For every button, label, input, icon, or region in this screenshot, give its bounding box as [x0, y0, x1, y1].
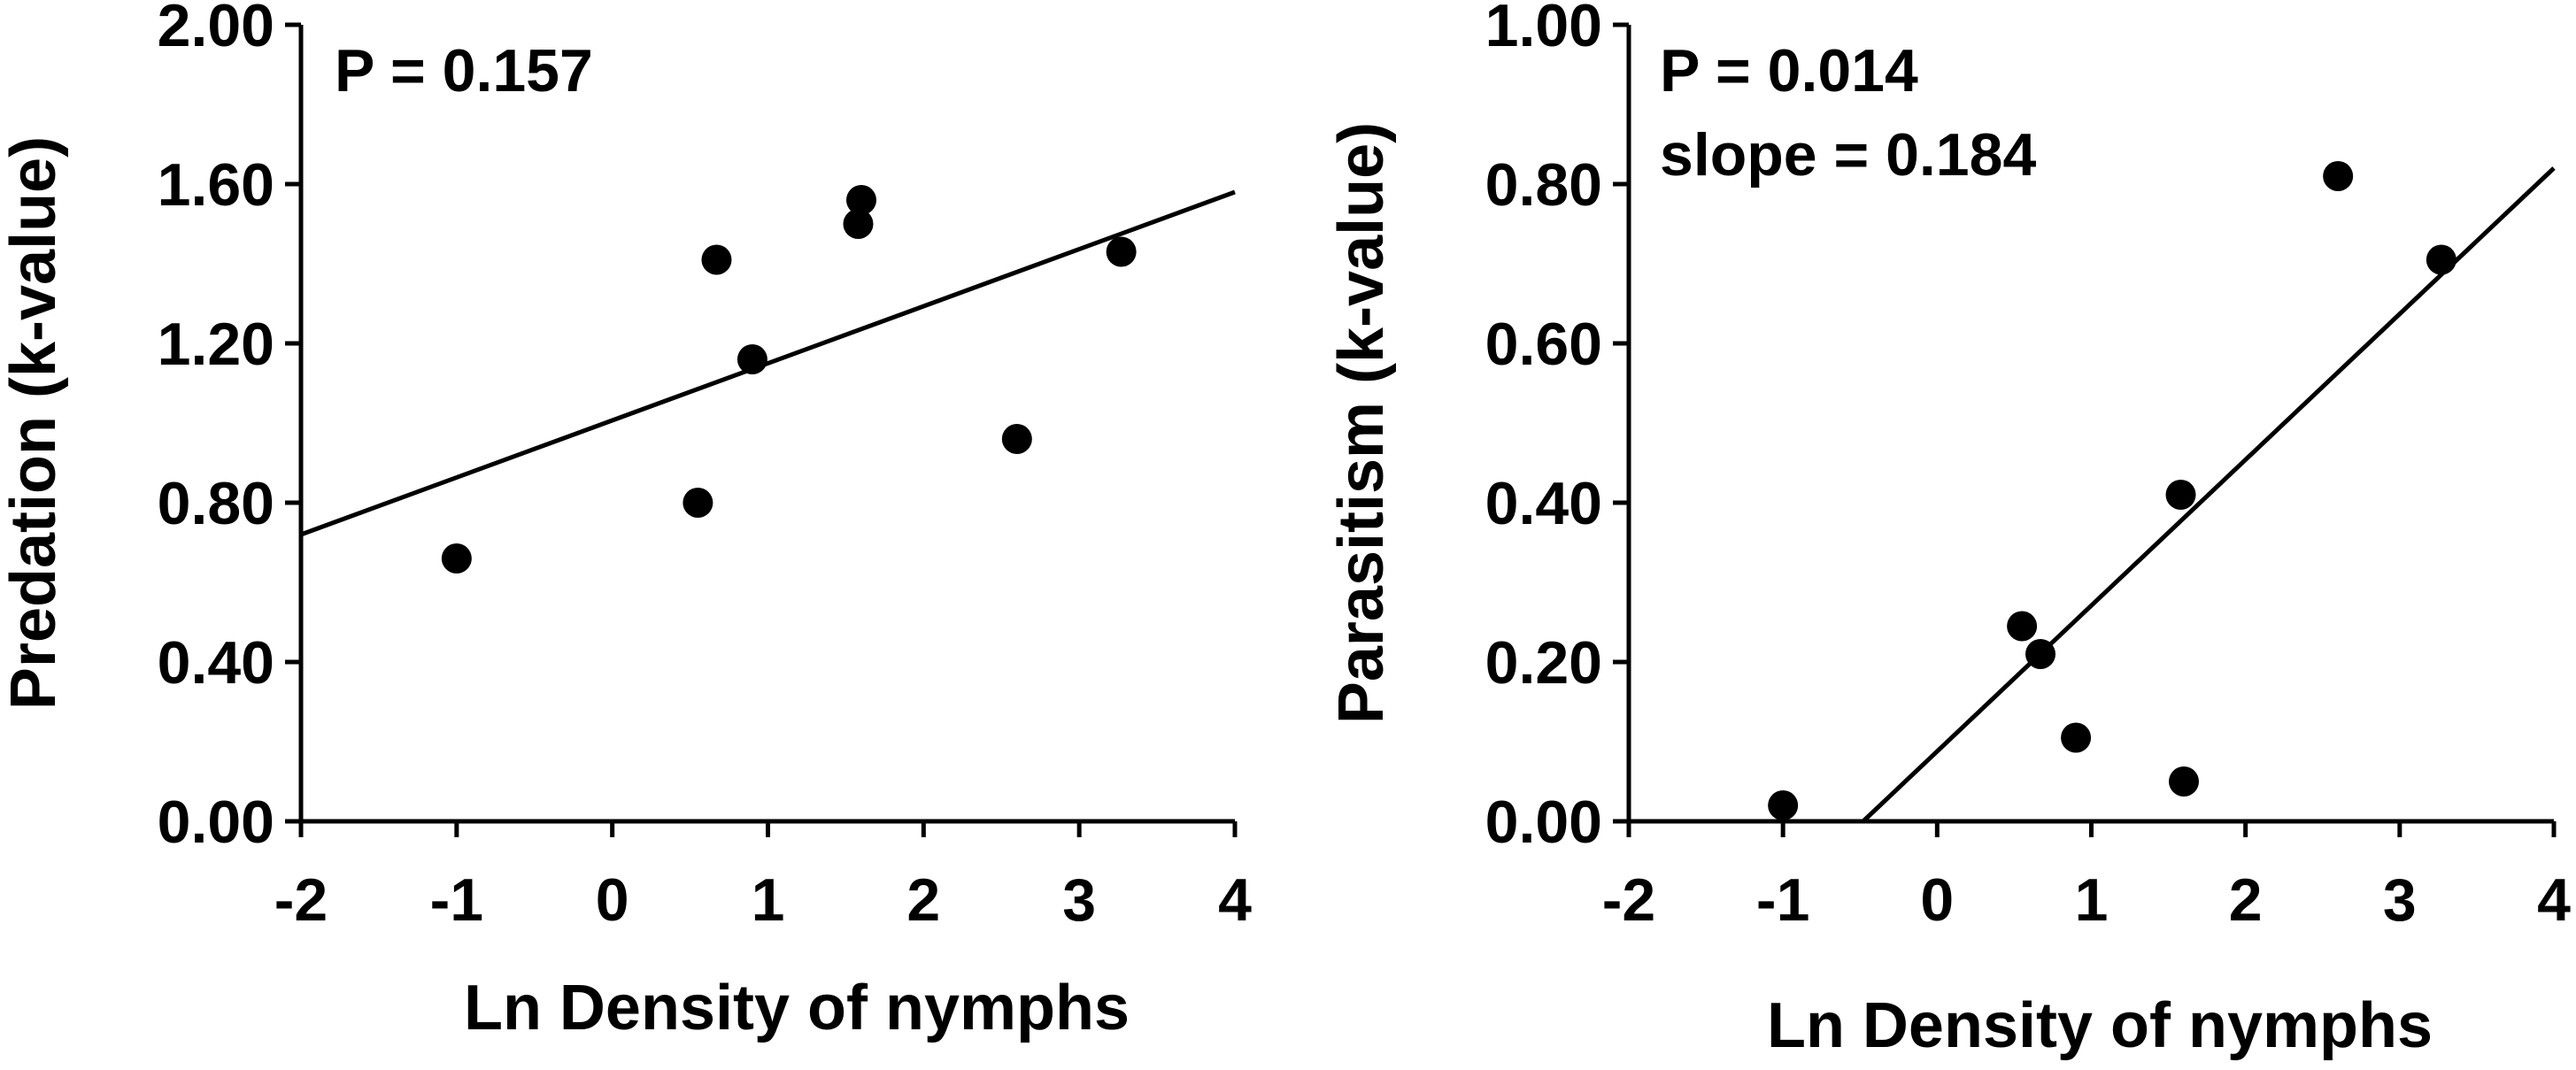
x-tick-label: -1 — [430, 866, 483, 934]
data-point — [1001, 424, 1032, 454]
x-tick-label: 4 — [2537, 866, 2571, 934]
data-point — [441, 543, 472, 573]
y-tick-label: 0.00 — [158, 789, 274, 856]
x-tick-label: 3 — [2383, 866, 2417, 934]
y-tick-label: 1.60 — [158, 151, 274, 219]
data-points — [1768, 161, 2456, 820]
data-point — [1768, 790, 1799, 820]
data-point — [846, 185, 876, 215]
y-tick-label: 2.00 — [158, 0, 274, 59]
data-point — [2323, 161, 2354, 191]
x-tick-label: -1 — [1756, 866, 1809, 934]
x-tick-label: -2 — [1602, 866, 1655, 934]
data-point — [683, 488, 713, 518]
y-tick-label: 0.60 — [1485, 311, 1602, 378]
y-ticks: 0.00 0.20 0.40 0.60 0.80 1.00 — [1485, 0, 1629, 856]
x-tick-label: 2 — [2229, 866, 2263, 934]
data-point — [701, 244, 732, 275]
x-tick-label: 1 — [2075, 866, 2109, 934]
x-axis-label: Ln Density of nymphs — [464, 973, 1130, 1043]
parasitism-chart: 0.00 0.20 0.40 0.60 0.80 1.00 -2 -1 0 1 2 3 4 P = 0… — [1326, 0, 2571, 1061]
y-tick-label: 0.80 — [1485, 151, 1602, 219]
y-tick-label: 1.00 — [1485, 0, 1602, 59]
y-axis-label: Parasitism (k-value) — [1326, 122, 1397, 724]
x-tick-label: 0 — [596, 866, 629, 934]
p-value-annotation: P = 0.014 — [1660, 37, 1918, 104]
data-point — [2025, 639, 2056, 669]
y-tick-label: 1.20 — [158, 311, 274, 378]
x-tick-label: 3 — [1062, 866, 1096, 934]
p-value-annotation: P = 0.157 — [335, 37, 593, 104]
x-tick-label: 1 — [752, 866, 785, 934]
data-points — [441, 185, 1137, 573]
y-ticks: 0.00 0.40 0.80 1.20 1.60 2.00 — [158, 0, 301, 856]
data-point — [2007, 611, 2038, 642]
slope-annotation: slope = 0.184 — [1660, 121, 2036, 189]
y-axis-label: Predation (k-value) — [0, 136, 69, 710]
x-tick-label: 0 — [1920, 866, 1954, 934]
predation-chart: 0.00 0.40 0.80 1.20 1.60 2.00 -2 -1 0 1 2 3 4 P = 0… — [0, 0, 1252, 1043]
data-point — [1106, 236, 1137, 267]
y-tick-label: 0.00 — [1485, 789, 1602, 856]
x-tick-label: -2 — [274, 866, 328, 934]
x-tick-label: 2 — [906, 866, 940, 934]
y-tick-label: 0.80 — [158, 470, 274, 537]
x-ticks: -2 -1 0 1 2 3 4 — [274, 821, 1252, 934]
data-point — [2165, 480, 2196, 510]
data-point — [2169, 766, 2199, 797]
x-ticks: -2 -1 0 1 2 3 4 — [1602, 821, 2571, 934]
x-tick-label: 4 — [1218, 866, 1252, 934]
x-axis-label: Ln Density of nymphs — [1767, 990, 2433, 1061]
regression-line — [1862, 166, 2556, 823]
y-tick-label: 0.20 — [1485, 629, 1602, 697]
data-point — [737, 344, 767, 374]
regression-line — [300, 189, 1236, 537]
y-tick-label: 0.40 — [158, 629, 274, 697]
y-tick-label: 0.40 — [1485, 470, 1602, 537]
data-point — [843, 209, 874, 239]
data-point — [2061, 722, 2092, 753]
data-point — [2426, 244, 2456, 275]
